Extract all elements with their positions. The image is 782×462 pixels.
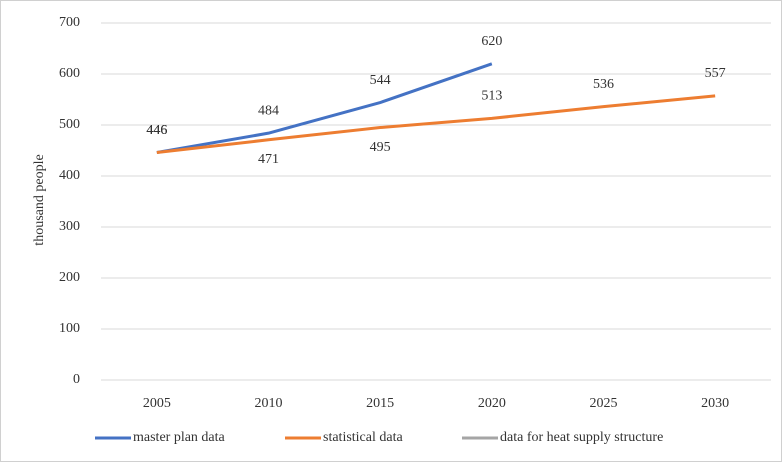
x-tick-label: 2030 — [701, 396, 729, 411]
series-line — [156, 94, 716, 155]
data-label: 513 — [481, 89, 502, 104]
data-label: 620 — [481, 34, 502, 49]
y-tick-label: 400 — [59, 168, 80, 183]
x-tick-label: 2020 — [478, 396, 506, 411]
data-label: 446 — [146, 123, 167, 138]
y-tick-label: 500 — [59, 117, 80, 132]
data-label: 484 — [258, 103, 279, 118]
y-tick-label: 300 — [59, 219, 80, 234]
data-label: 536 — [593, 77, 614, 92]
x-tick-label: 2015 — [366, 396, 394, 411]
y-tick-label: 700 — [59, 15, 80, 30]
legend-label: data for heat supply structure — [500, 430, 663, 445]
data-label: 495 — [370, 140, 391, 155]
x-tick-label: 2005 — [143, 396, 171, 411]
legend-label: statistical data — [323, 430, 403, 445]
data-label: 471 — [258, 152, 279, 167]
data-label: 557 — [705, 66, 726, 81]
legend-label: master plan data — [133, 430, 226, 445]
data-label: 544 — [370, 73, 391, 88]
x-tick-label: 2010 — [255, 396, 283, 411]
y-tick-label: 0 — [73, 372, 80, 387]
series-line — [156, 62, 493, 155]
y-tick-label: 200 — [59, 270, 80, 285]
y-tick-label: 600 — [59, 66, 80, 81]
x-tick-label: 2025 — [590, 396, 618, 411]
data-label: 446 — [146, 123, 167, 138]
y-tick-label: 100 — [59, 321, 80, 336]
y-axis-label: thousand people — [32, 154, 47, 245]
